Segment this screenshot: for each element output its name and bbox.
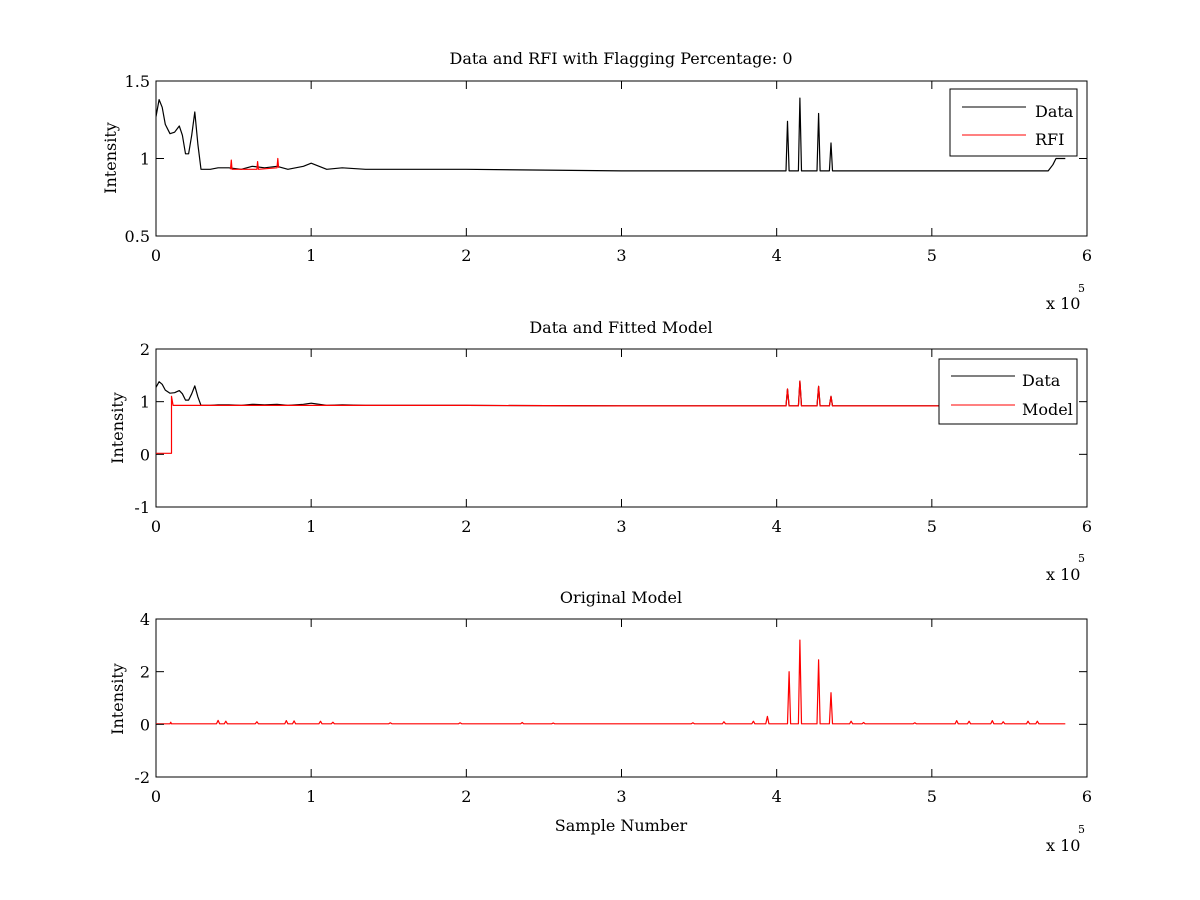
x-tick-label: 5	[927, 787, 937, 806]
x-axis-label: Sample Number	[555, 816, 688, 835]
x-tick-label: 0	[151, 787, 161, 806]
legend-label-rfi: RFI	[1035, 130, 1064, 149]
x-tick-label: 2	[461, 246, 471, 265]
legend-label-model: Model	[1022, 400, 1073, 419]
y-tick-label: -2	[134, 768, 150, 787]
x-tick-label: 1	[306, 787, 316, 806]
y-axis-label: Intensity	[108, 392, 127, 464]
x-tick-label: 0	[151, 246, 161, 265]
x-tick-label: 4	[772, 517, 782, 536]
x-tick-label: 2	[461, 517, 471, 536]
axes-box	[155, 348, 1088, 508]
x-tick-label: 3	[616, 246, 626, 265]
x-exponent-label: x 10	[1046, 294, 1080, 313]
subplot-title: Data and RFI with Flagging Percentage: 0	[449, 49, 792, 68]
legend-box	[938, 358, 1078, 425]
y-axis-label: Intensity	[108, 663, 127, 735]
x-tick-label: 3	[616, 517, 626, 536]
axes-box	[155, 80, 1088, 237]
y-tick-label: 0	[140, 715, 150, 734]
y-tick-label: 0	[140, 445, 150, 464]
legend: Data RFI	[949, 88, 1078, 157]
subplot-title: Original Model	[560, 588, 682, 607]
y-axis-label: Intensity	[101, 122, 120, 194]
legend-box	[949, 88, 1078, 157]
x-tick-label: 0	[151, 517, 161, 536]
x-tick-label: 6	[1082, 787, 1092, 806]
x-exponent-power: 5	[1078, 282, 1085, 295]
x-tick-label: 1	[306, 246, 316, 265]
x-exponent-label: x 10	[1046, 836, 1080, 855]
x-tick-label: 4	[772, 246, 782, 265]
y-tick-label: 1.5	[125, 72, 150, 91]
x-tick-label: 5	[927, 246, 937, 265]
x-tick-label: 6	[1082, 246, 1092, 265]
axes-box	[155, 618, 1088, 778]
series-line-rfi	[229, 157, 280, 170]
legend-label-data: Data	[1022, 371, 1061, 390]
x-exponent-power: 5	[1078, 823, 1085, 836]
y-tick-label: 2	[140, 663, 150, 682]
subplot-data-rfi: Data and RFI with Flagging Percentage: 0…	[101, 49, 1092, 313]
legend-label-data: Data	[1035, 102, 1074, 121]
series-line-model	[156, 380, 1066, 454]
x-tick-label: 5	[927, 517, 937, 536]
legend: Data Model	[938, 358, 1078, 425]
subplot-data-model: Data and Fitted Model Intensity 0 1 2 3 4 5 6 -…	[108, 318, 1092, 584]
x-exponent-label: x 10	[1046, 565, 1080, 584]
y-tick-label: 1	[140, 150, 150, 169]
x-tick-label: 2	[461, 787, 471, 806]
y-tick-label: 2	[140, 340, 150, 359]
y-tick-label: 0.5	[125, 227, 150, 246]
series-line-model	[156, 639, 1066, 725]
y-tick-label: 1	[140, 393, 150, 412]
y-tick-label: -1	[134, 498, 150, 517]
subplot-title: Data and Fitted Model	[529, 318, 712, 337]
x-tick-label: 6	[1082, 517, 1092, 536]
x-tick-label: 4	[772, 787, 782, 806]
y-tick-label: 4	[140, 610, 150, 629]
x-exponent-power: 5	[1078, 552, 1085, 565]
series-line-data	[156, 97, 1066, 172]
x-tick-label: 3	[616, 787, 626, 806]
x-tick-label: 1	[306, 517, 316, 536]
